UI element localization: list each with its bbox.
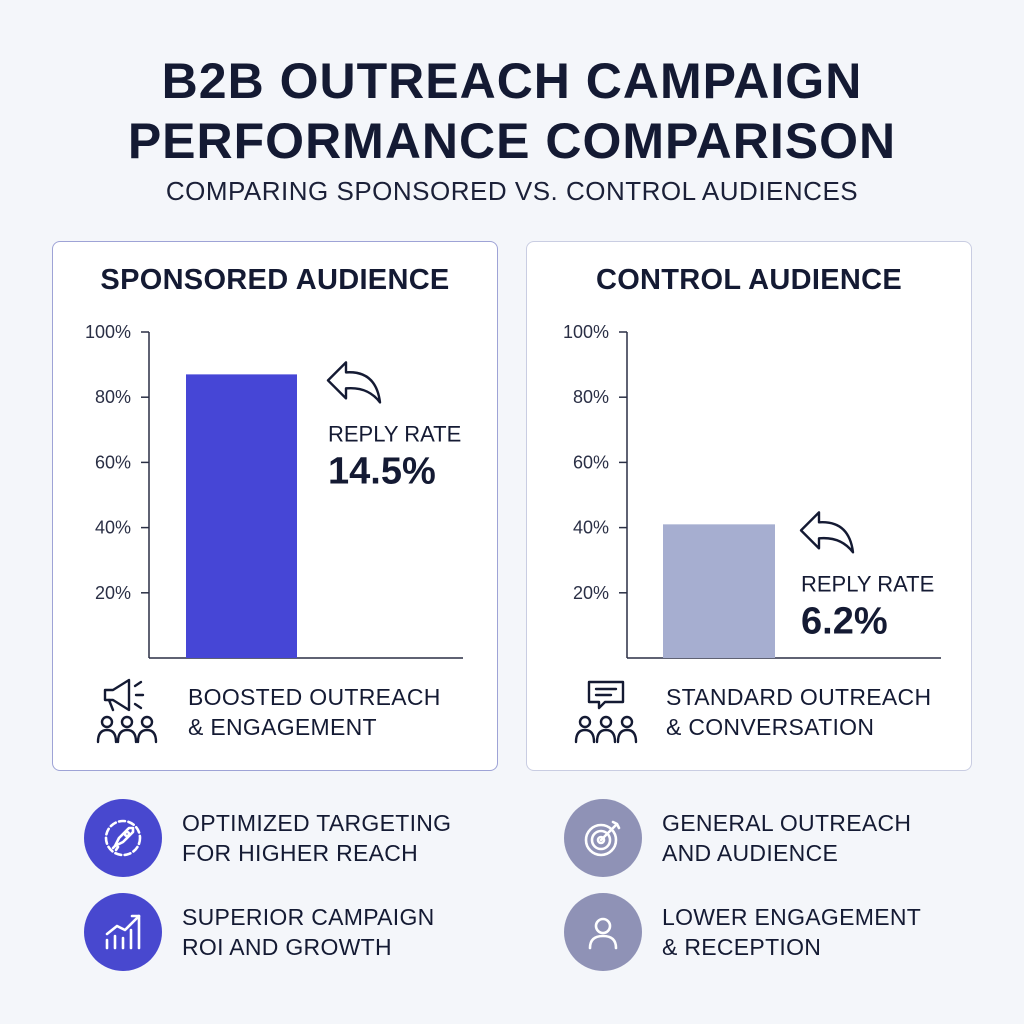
reply-rate-value: 6.2% <box>801 600 888 642</box>
target-icon <box>564 799 642 877</box>
feature-line-1: LOWER ENGAGEMENT <box>662 904 922 930</box>
y-tick-label: 40% <box>573 518 609 538</box>
feature-line-1: SUPERIOR CAMPAIGN <box>182 904 435 930</box>
feature-line-2: FOR HIGHER REACH <box>182 840 419 866</box>
feature-general-outreach: GENERAL OUTREACH AND AUDIENCE <box>564 799 962 877</box>
sponsored-chart: 20% 40% 60% 80% 100% REPLY RATE 14.5% <box>85 322 463 659</box>
y-tick-label: 100% <box>563 322 609 342</box>
feature-line-2: ROI AND GROWTH <box>182 934 392 960</box>
sponsored-panel-title: SPONSORED AUDIENCE <box>100 264 450 296</box>
feature-optimized-targeting: OPTIMIZED TARGETING FOR HIGHER REACH <box>84 799 482 877</box>
control-footer-line-1: STANDARD OUTREACH <box>666 684 932 710</box>
y-tick-label: 100% <box>85 322 131 342</box>
page-title-line-2: PERFORMANCE COMPARISON <box>127 113 897 169</box>
reply-rate-label: REPLY RATE <box>328 421 461 446</box>
y-tick-label: 60% <box>95 452 131 472</box>
bar <box>663 524 775 658</box>
y-tick-label: 60% <box>573 452 609 472</box>
y-tick-label: 80% <box>95 387 131 407</box>
feature-lower-engagement: LOWER ENGAGEMENT & RECEPTION <box>564 893 962 971</box>
feature-superior-campaign: SUPERIOR CAMPAIGN ROI AND GROWTH <box>84 893 482 971</box>
user-icon <box>564 893 642 971</box>
sponsored-footer-line-2: & ENGAGEMENT <box>188 714 377 740</box>
feature-text: SUPERIOR CAMPAIGN ROI AND GROWTH <box>182 902 482 962</box>
y-tick-label: 20% <box>573 583 609 603</box>
feature-text: OPTIMIZED TARGETING FOR HIGHER REACH <box>182 808 482 868</box>
sponsored-footer-line-1: BOOSTED OUTREACH <box>188 684 441 710</box>
control-audience-panel: CONTROL AUDIENCE 20% 40% 60% 80% 100% REPLY R… <box>526 241 972 771</box>
curved-arrow-icon <box>799 511 855 554</box>
chat-audience-icon <box>571 678 643 751</box>
rocket-gear-icon <box>84 799 162 877</box>
control-panel-title: CONTROL AUDIENCE <box>595 264 903 296</box>
growth-chart-icon <box>84 893 162 971</box>
feature-line-1: OPTIMIZED TARGETING <box>182 810 452 836</box>
feature-line-1: GENERAL OUTREACH <box>662 810 912 836</box>
control-chart: 20% 40% 60% 80% 100% REPLY RATE 6.2% <box>563 322 941 659</box>
feature-text: GENERAL OUTREACH AND AUDIENCE <box>662 808 962 868</box>
page-subtitle: COMPARING SPONSORED VS. CONTROL AUDIENCE… <box>165 176 859 206</box>
control-footer-line-2: & CONVERSATION <box>666 714 875 740</box>
page-title-line-1: B2B OUTREACH CAMPAIGN <box>161 53 863 109</box>
feature-line-2: AND AUDIENCE <box>662 840 839 866</box>
curved-arrow-icon <box>326 361 382 404</box>
sponsored-audience-panel: SPONSORED AUDIENCE 20% 40% 60% 80% 100% REPLY… <box>52 241 498 771</box>
feature-line-2: & RECEPTION <box>662 934 822 960</box>
y-tick-label: 40% <box>95 518 131 538</box>
reply-rate-label: REPLY RATE <box>801 571 934 596</box>
megaphone-audience-icon <box>93 674 163 751</box>
y-tick-label: 20% <box>95 583 131 603</box>
bar <box>186 374 297 658</box>
y-tick-label: 80% <box>573 387 609 407</box>
feature-text: LOWER ENGAGEMENT & RECEPTION <box>662 902 962 962</box>
reply-rate-value: 14.5% <box>328 450 436 492</box>
sponsored-footer-text: BOOSTED OUTREACH & ENGAGEMENT <box>188 682 441 742</box>
control-footer-text: STANDARD OUTREACH & CONVERSATION <box>666 682 931 742</box>
